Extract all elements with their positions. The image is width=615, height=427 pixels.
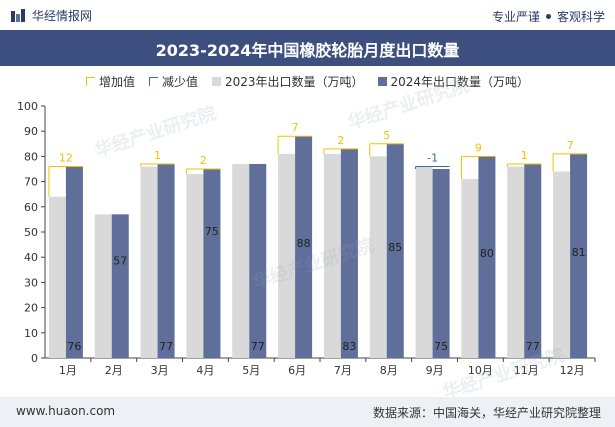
x-tick-label: 8月: [380, 364, 398, 377]
brand-logo-icon: [11, 8, 25, 22]
legend-item-2023: 2023年出口数量（万吨）: [211, 73, 364, 90]
change-label: 12: [59, 151, 73, 164]
data-label-2024: 77: [251, 340, 265, 353]
bar-2023[interactable]: [507, 166, 525, 358]
bar-2024[interactable]: [65, 166, 83, 358]
bar-2024[interactable]: [386, 143, 404, 358]
y-tick-label: 0: [31, 352, 38, 365]
bar-2023[interactable]: [369, 156, 387, 358]
top-bar: 华经情报网 专业严谨 客观科学: [0, 0, 615, 30]
footer: www.huaon.com 数据来源：中国海关，华经产业研究院整理: [0, 397, 615, 427]
title-bar: 2023-2024年中国橡胶轮胎月度出口数量: [0, 30, 615, 66]
bar-2023[interactable]: [323, 153, 341, 358]
x-tick-label: 12月: [560, 364, 585, 377]
y-tick-label: 40: [24, 251, 38, 264]
legend-label-2024: 2024年出口数量（万吨）: [390, 74, 530, 89]
change-label: 7: [567, 139, 574, 152]
bar-2024[interactable]: [478, 156, 496, 358]
bar-2023[interactable]: [48, 196, 66, 358]
data-label-2024: 80: [480, 247, 494, 260]
x-tick-label: 2月: [105, 364, 123, 377]
change-label: 9: [475, 141, 482, 154]
bar-2024[interactable]: [295, 136, 313, 358]
brand[interactable]: 华经情报网: [10, 7, 92, 24]
bar-2024[interactable]: [203, 169, 221, 358]
legend-item-decrease: 减少值: [148, 73, 198, 90]
bar-2023[interactable]: [278, 153, 296, 358]
chart-title: 2023-2024年中国橡胶轮胎月度出口数量: [155, 41, 460, 60]
series-2023-swatch-icon: [211, 76, 221, 86]
y-tick-label: 60: [24, 201, 38, 214]
data-label-2024: 85: [388, 241, 402, 254]
data-label-2024: 57: [113, 255, 127, 268]
dot-icon: [545, 14, 551, 19]
change-label: 1: [521, 149, 528, 162]
data-label-2024: 88: [297, 237, 311, 250]
x-tick-label: 3月: [151, 364, 169, 377]
slogan-a: 专业严谨: [491, 10, 540, 24]
x-tick-label: 5月: [242, 364, 260, 377]
data-label-2024: 75: [434, 340, 448, 353]
data-label-2024: 83: [342, 340, 356, 353]
data-label-2024: 76: [67, 340, 81, 353]
y-tick-label: 50: [24, 226, 38, 239]
bar-2023[interactable]: [186, 174, 204, 358]
bar-2024[interactable]: [524, 163, 542, 358]
change-label: 2: [337, 134, 344, 147]
data-label-2024: 75: [205, 225, 219, 238]
bar-chart: 010203040506070809010012761月572月1773月275…: [17, 100, 596, 377]
x-tick-label: 7月: [334, 364, 352, 377]
y-tick-label: 100: [17, 100, 38, 113]
change-label: 2: [200, 154, 207, 167]
bar-2024[interactable]: [570, 153, 588, 358]
x-tick-label: 4月: [196, 364, 214, 377]
y-tick-label: 90: [24, 125, 38, 138]
data-label-2024: 77: [526, 340, 540, 353]
y-tick-label: 30: [24, 276, 38, 289]
bar-2023[interactable]: [553, 171, 571, 358]
y-tick-label: 70: [24, 176, 38, 189]
bar-2023[interactable]: [232, 163, 250, 358]
bar-2024[interactable]: [111, 214, 129, 358]
bar-2023[interactable]: [140, 166, 158, 358]
legend-label-increase: 增加值: [98, 74, 135, 89]
bar-2024[interactable]: [340, 148, 358, 358]
change-label: 5: [383, 129, 390, 142]
series-2024-swatch-icon: [377, 76, 387, 86]
legend-label-decrease: 减少值: [161, 74, 198, 89]
footer-url[interactable]: www.huaon.com: [16, 404, 116, 418]
increase-swatch-icon: [85, 76, 95, 86]
legend-label-2023: 2023年出口数量（万吨）: [224, 74, 364, 89]
data-label-2024: 81: [572, 246, 586, 259]
bar-2024[interactable]: [432, 169, 450, 358]
bar-2023[interactable]: [415, 166, 433, 358]
x-tick-label: 9月: [426, 364, 444, 377]
change-label: 1: [154, 149, 161, 162]
y-tick-label: 80: [24, 150, 38, 163]
bar-2024[interactable]: [249, 163, 267, 358]
bar-2023[interactable]: [461, 179, 479, 358]
change-label: 7: [292, 121, 299, 134]
legend-item-increase: 增加值: [85, 73, 135, 90]
legend-item-2024: 2024年出口数量（万吨）: [377, 73, 530, 90]
x-tick-label: 10月: [468, 364, 493, 377]
decrease-swatch-icon: [148, 76, 158, 86]
slogan-b: 客观科学: [556, 10, 605, 24]
x-tick-label: 11月: [514, 364, 539, 377]
brand-name: 华经情报网: [32, 9, 93, 23]
data-label-2024: 77: [159, 340, 173, 353]
change-label: -1: [427, 151, 438, 164]
x-tick-label: 1月: [59, 364, 77, 377]
bar-2024[interactable]: [157, 163, 175, 358]
x-tick-label: 6月: [288, 364, 306, 377]
y-tick-label: 10: [24, 327, 38, 340]
footer-source: 数据来源：中国海关，华经产业研究院整理: [372, 406, 601, 420]
bar-2023[interactable]: [94, 214, 112, 358]
slogan: 专业严谨 客观科学: [492, 8, 605, 25]
legend: 增加值 减少值 2023年出口数量（万吨） 2024年出口数量（万吨）: [0, 72, 615, 90]
y-tick-label: 20: [24, 302, 38, 315]
